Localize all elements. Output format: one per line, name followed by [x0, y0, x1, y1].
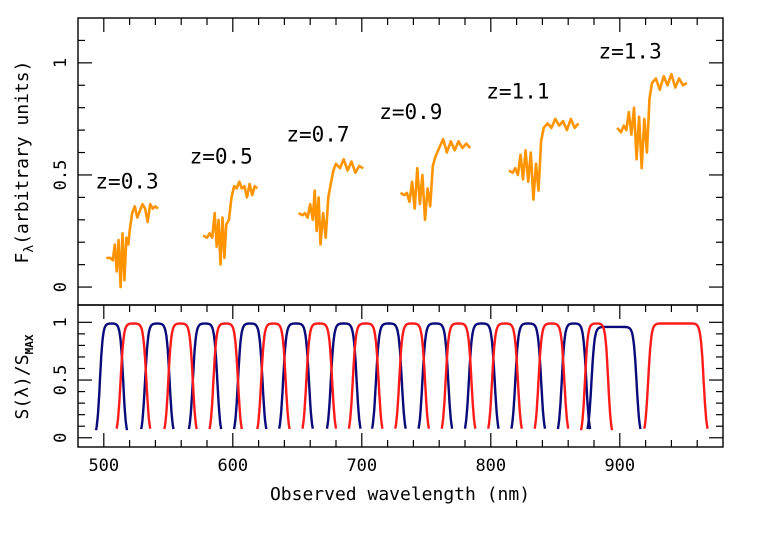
spectrum-line — [202, 180, 259, 266]
spectrum-line — [399, 137, 472, 222]
filters-panel-frame — [77, 304, 724, 448]
spectra-series-group: z=0.3 z=0.5 z=0.7 z=0.9 z=1.1 z=1.3 — [95, 39, 688, 289]
filter-transmission-curve — [643, 322, 709, 429]
redshift-label: z=0.9 — [379, 100, 442, 124]
y-tick-label: 1 — [51, 317, 71, 327]
filter-transmission-curve — [256, 322, 291, 430]
filter-transmission-curve — [208, 322, 243, 430]
spectrum-line — [508, 117, 580, 201]
filters-y-axis-title: S(λ)/SMAX — [12, 334, 36, 419]
y-tick-label: 1 — [51, 58, 71, 68]
x-tick-label: 700 — [346, 456, 377, 476]
redshift-label: z=1.1 — [486, 80, 549, 104]
spectra-y-axis-title-main: F — [12, 253, 33, 264]
spectra-y-axis-title-rest: (arbitrary units) — [12, 61, 33, 245]
filters-axis-ticks: 0 0.5 1 500 600 700 800 900 — [51, 305, 723, 476]
y-tick-label: 0.5 — [51, 365, 71, 396]
filter-transmission-curve — [163, 322, 198, 430]
filters-panel: 0 0.5 1 500 600 700 800 900 S(λ)/SMAX Observed … — [12, 304, 724, 505]
spectra-y-axis-title-sub: λ — [22, 245, 37, 253]
filter-transmission-curve — [440, 322, 477, 429]
x-tick-label: 500 — [88, 456, 119, 476]
spectrum-line — [616, 72, 688, 170]
filter-transmission-curve — [115, 322, 152, 429]
filters-y-axis-title-sub: MAX — [23, 334, 36, 354]
spectrum-line — [106, 202, 159, 289]
spectra-y-axis-title: Fλ(arbitrary units) — [12, 61, 37, 264]
filter-transmission-curve — [394, 322, 431, 429]
filters-y-axis-title-main: S(λ)/S — [12, 354, 33, 419]
spectra-axis-ticks: 00.51 — [51, 18, 723, 292]
filter-transmission-curve — [232, 322, 268, 430]
y-tick-label: 0.5 — [51, 160, 71, 191]
filter-transmission-curve — [533, 322, 570, 429]
x-axis-title: Observed wavelength (nm) — [270, 484, 530, 505]
y-tick-label: 0 — [51, 282, 71, 292]
filter-transmission-curve — [586, 325, 642, 430]
y-tick-label: 0 — [51, 433, 71, 443]
filter-curves-group — [94, 322, 709, 431]
redshift-label: z=0.5 — [190, 145, 253, 169]
x-tick-label: 800 — [475, 456, 506, 476]
filter-transmission-curve — [140, 322, 175, 430]
filter-transmission-curve — [487, 322, 523, 429]
redshift-label: z=0.7 — [286, 122, 349, 146]
redshift-label: z=0.3 — [95, 169, 158, 193]
spectra-panel: z=0.3z=0.5z=0.7z=0.9z=1.1z=1.3 00.51 Fλ(… — [12, 17, 724, 306]
filter-transmission-curve — [301, 322, 338, 429]
x-tick-label: 600 — [217, 456, 248, 476]
filter-transmission-curve — [579, 322, 614, 431]
redshift-label: z=1.3 — [599, 39, 662, 63]
spectrum-line — [297, 158, 364, 246]
filter-transmission-curve — [347, 322, 384, 429]
x-tick-label: 900 — [604, 456, 635, 476]
